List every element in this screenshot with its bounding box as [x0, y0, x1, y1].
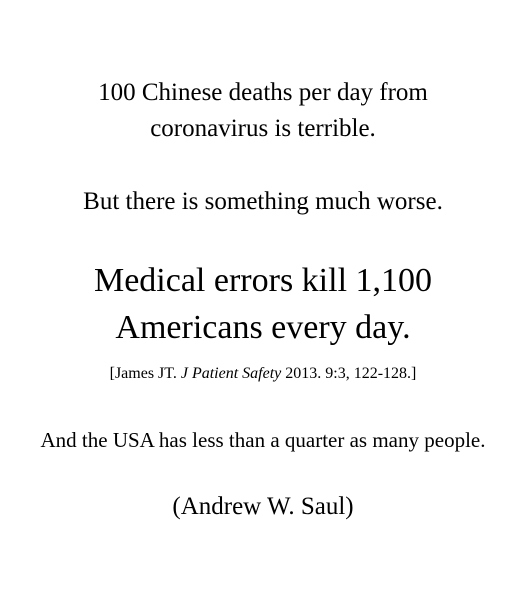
citation-rest: 2013. 9:3, 122-128.]: [281, 365, 417, 382]
citation: [James JT. J Patient Safety 2013. 9:3, 1…: [0, 366, 526, 382]
headline-line-2: Americans every day.: [115, 309, 411, 346]
intro-line-1: 100 Chinese deaths per day from: [98, 79, 428, 106]
attribution: (Andrew W. Saul): [172, 493, 354, 520]
intro-line-2: coronavirus is terrible.: [150, 115, 376, 142]
citation-journal: J Patient Safety: [180, 365, 282, 382]
headline-line-1: Medical errors kill 1,100: [93, 262, 433, 299]
population-note: And the USA has less than a quarter as m…: [40, 428, 486, 452]
citation-open: [James JT.: [109, 365, 181, 382]
contrast-line: But there is something much worse.: [83, 188, 443, 215]
